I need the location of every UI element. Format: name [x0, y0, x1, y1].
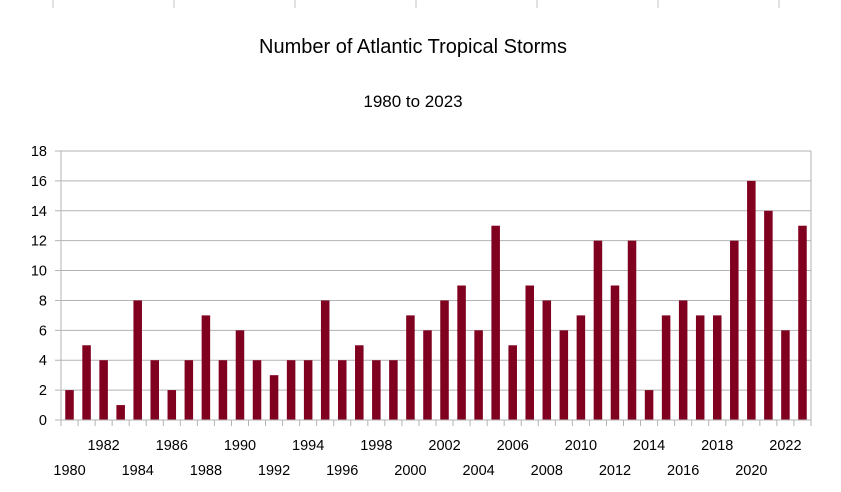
- x-tick-label: 2016: [667, 463, 699, 479]
- bar-1990: [235, 330, 245, 420]
- y-tick-label: 10: [31, 264, 47, 280]
- bar-2017: [695, 315, 705, 420]
- bar-2001: [423, 330, 432, 420]
- bar-1998: [372, 360, 381, 420]
- x-tick-label: 2008: [531, 463, 563, 479]
- bar-2013: [627, 240, 637, 420]
- bar-2010: [576, 315, 586, 420]
- x-tick-label: 2012: [599, 463, 631, 479]
- bar-1982: [99, 360, 108, 420]
- bar-2004: [474, 330, 483, 420]
- y-tick-label: 6: [39, 323, 47, 339]
- x-tick-label: 1990: [224, 438, 256, 454]
- bar-2003: [457, 285, 466, 420]
- bar-1991: [252, 360, 262, 420]
- y-tick-label: 16: [31, 174, 47, 190]
- bar-2008: [542, 300, 552, 420]
- bar-1981: [82, 345, 91, 420]
- bars: [65, 180, 807, 420]
- bar-2020: [747, 180, 756, 420]
- y-tick-label: 4: [39, 353, 47, 369]
- bar-1985: [150, 360, 160, 420]
- bar-2021: [764, 210, 773, 420]
- x-tick-label: 2000: [394, 463, 426, 479]
- bar-2018: [712, 315, 722, 420]
- chart-title: Number of Atlantic Tropical Storms: [259, 36, 567, 58]
- x-tick-label: 1998: [360, 438, 392, 454]
- bar-1992: [269, 375, 279, 420]
- bar-1980: [65, 390, 74, 420]
- x-tick-label: 2006: [497, 438, 529, 454]
- x-tick-label: 1996: [326, 463, 358, 479]
- bar-1984: [133, 300, 142, 420]
- bar-1994: [303, 360, 313, 420]
- bar-2012: [610, 285, 620, 420]
- bar-1986: [167, 390, 177, 420]
- x-tick-label: 2010: [565, 438, 597, 454]
- y-tick-label: 8: [39, 293, 47, 309]
- x-tick-label: 1982: [87, 438, 119, 454]
- bar-1988: [201, 315, 211, 420]
- bar-1996: [337, 360, 347, 420]
- bar-1983: [116, 405, 125, 420]
- x-tick-label: 2002: [428, 438, 460, 454]
- y-tick-label: 2: [39, 383, 47, 399]
- x-tick-label: 2004: [462, 463, 494, 479]
- x-axis: 1982 1986 1990 1994 1998 2002 2006 2010 2014 2018…: [53, 419, 812, 479]
- y-tick-label: 12: [31, 234, 47, 250]
- bar-1987: [184, 360, 194, 420]
- bar-2023: [798, 225, 807, 420]
- bar-2014: [644, 390, 654, 420]
- x-tick-label: 2014: [633, 438, 665, 454]
- x-tick-label: 1988: [190, 463, 222, 479]
- x-tick-label: 1992: [258, 463, 290, 479]
- y-tick-label: 0: [39, 413, 47, 429]
- bar-2015: [661, 315, 671, 420]
- x-tick-label: 1986: [156, 438, 188, 454]
- x-tick-label: 1994: [292, 438, 324, 454]
- x-tick-label: 2020: [735, 463, 767, 479]
- chart-subtitle: 1980 to 2023: [363, 92, 462, 111]
- bar-1993: [286, 360, 296, 420]
- bar-2009: [559, 330, 569, 420]
- bar-2007: [525, 285, 535, 420]
- bar-2011: [593, 240, 603, 420]
- y-tick-label: 14: [31, 204, 47, 220]
- bar-2000: [406, 315, 415, 420]
- top-edge-ticks: [52, 0, 780, 8]
- bar-2016: [678, 300, 688, 420]
- y-tick-label: 18: [31, 144, 47, 160]
- bar-2022: [781, 330, 790, 420]
- bar-2006: [508, 345, 517, 420]
- x-tick-label: 2018: [701, 438, 733, 454]
- bar-2002: [440, 300, 449, 420]
- bar-1997: [355, 345, 364, 420]
- bar-2019: [730, 240, 739, 420]
- bar-1989: [218, 360, 228, 420]
- bar-1999: [389, 360, 398, 420]
- bar-2005: [491, 225, 500, 420]
- x-tick-label: 2022: [769, 438, 801, 454]
- x-tick-label: 1980: [53, 463, 85, 479]
- y-axis: 0 2 4 6 8 10 12 14 16 18: [31, 144, 62, 429]
- x-tick-label: 1984: [122, 463, 154, 479]
- bar-1995: [320, 300, 330, 420]
